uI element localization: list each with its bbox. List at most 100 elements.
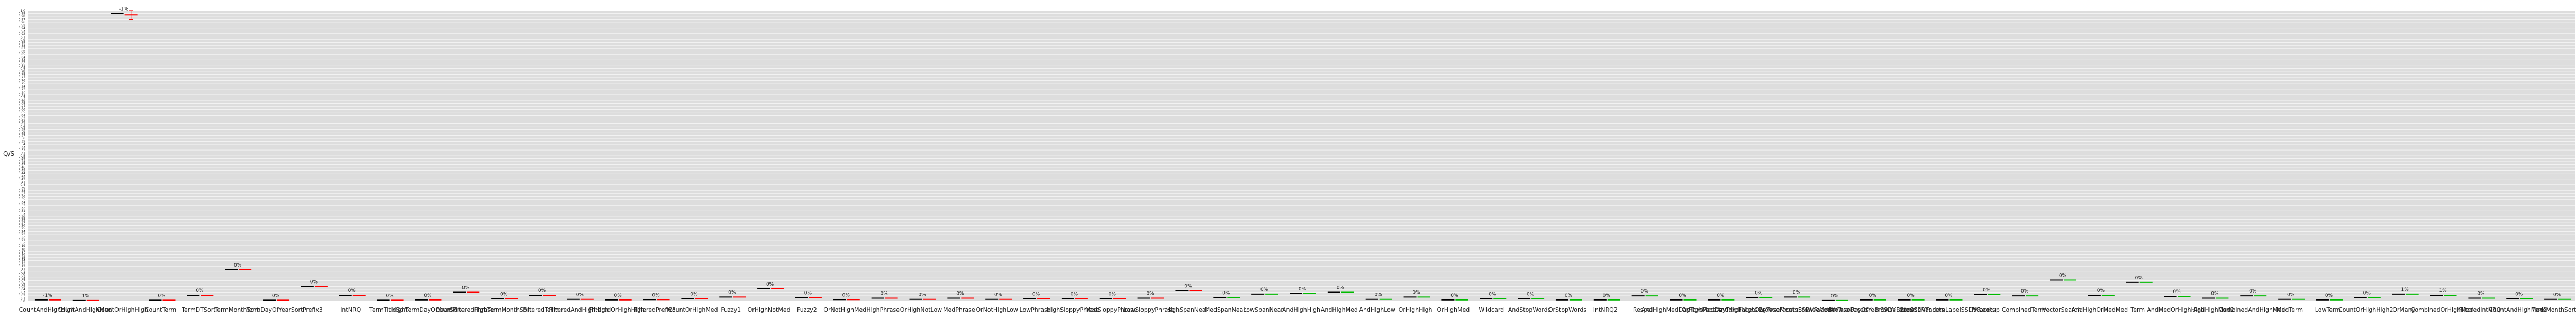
x-tick-label: OrMany (2392, 306, 2415, 313)
y-tick-label: 0.27 (19, 221, 26, 225)
x-tick-label: CombinedTerm (2002, 306, 2046, 313)
change-percent-label: 0% (652, 293, 660, 298)
change-percent-label: 1% (82, 294, 90, 299)
change-percent-label: 0% (1071, 292, 1078, 297)
x-axis-ticks: CountAndHighHighCountAndHighMedCountOrHi… (19, 306, 2576, 313)
x-tick-label: CountAndHighMed (57, 306, 112, 313)
x-tick-label: BrowseMonthSSDVFacets (1758, 306, 1832, 313)
y-tick-label: 0.28 (19, 218, 26, 222)
change-percent-label: 0% (728, 290, 736, 295)
y-tick-label: 0.65 (19, 111, 26, 114)
change-percent-label: 0% (500, 292, 508, 297)
change-percent-label: 0% (690, 292, 698, 297)
change-percent-label: 0% (538, 288, 546, 294)
x-tick-label: VectorSearch (2043, 306, 2081, 313)
y-tick-label: 0.51 (19, 152, 26, 155)
x-tick-label: MedTerm (2276, 306, 2303, 313)
y-tick-label: 0.5 (20, 154, 25, 158)
y-tick-label: 0.19 (19, 244, 26, 248)
y-tick-label: 0.37 (19, 192, 26, 196)
x-tick-label: BrowseRandomLabelSSDVFacets (1900, 306, 1995, 313)
y-tick-label: 0.34 (19, 201, 26, 205)
y-tick-label: 0.3 (20, 213, 25, 216)
y-tick-label: 0.75 (19, 82, 26, 85)
y-tick-label: 0.25 (19, 227, 26, 231)
x-tick-label: AndHighMedDayTaxoFacets (1641, 306, 1721, 313)
y-tick-label: 0.68 (19, 102, 26, 105)
x-tick-label: HighSpanNear (1166, 306, 1209, 313)
y-tick-label: 0.56 (19, 137, 26, 140)
change-percent-label: 0% (1184, 284, 1192, 289)
y-tick-label: 0.41 (19, 180, 26, 184)
change-percent-label: 0% (1109, 292, 1117, 297)
change-percent-label: 0% (1450, 293, 1458, 298)
x-tick-label: TermMonthSort2 (2532, 306, 2576, 313)
y-tick-label: 0.85 (19, 52, 26, 56)
change-percent-label: 0% (1983, 288, 1991, 293)
change-percent-label: 0% (1945, 293, 1953, 298)
x-tick-label: CombinedAndHighMed (2218, 306, 2285, 313)
y-tick-label: 0.78 (19, 73, 26, 77)
y-tick-label: 0.14 (19, 259, 26, 262)
y-tick-label: 0.0 (20, 299, 25, 303)
y-tick-label: 0.01 (19, 297, 26, 301)
x-tick-label: IntNRQ (340, 306, 361, 313)
x-tick-label: CountTerm (145, 306, 176, 313)
y-tick-label: 0.92 (19, 32, 26, 36)
change-percent-label: 0% (1641, 289, 1649, 294)
change-percent-label: 0% (1337, 286, 1345, 291)
y-tick-label: 0.43 (19, 174, 26, 178)
change-percent-label: 0% (386, 293, 394, 298)
y-tick-label: 0.88 (19, 44, 26, 48)
y-tick-label: 0.55 (19, 140, 26, 144)
change-percent-label: 0% (1565, 293, 1573, 298)
y-tick-label: 0.2 (20, 241, 25, 245)
change-percent-label: 0% (1032, 292, 1040, 297)
y-tick-label: 0.79 (19, 70, 26, 74)
x-tick-label: TermTitleSort (369, 306, 408, 313)
x-tick-label: AndStopWords (1508, 306, 1551, 313)
y-tick-label: 0.57 (19, 134, 26, 138)
change-percent-label: 0% (576, 293, 584, 298)
x-tick-label: HighSloppyPhrase (1047, 306, 1100, 313)
x-tick-label: Prefix3 (303, 306, 323, 313)
x-tick-label: OrHighMed (1437, 306, 1470, 313)
change-percent-label: -1% (43, 293, 52, 298)
change-percent-label: 0% (1717, 293, 1725, 298)
y-tick-label: 0.07 (19, 279, 26, 283)
y-tick-label: 0.8 (20, 67, 25, 71)
change-percent-label: 0% (1412, 290, 1420, 295)
y-tick-label: 0.59 (19, 128, 26, 132)
y-tick-label: 0.93 (19, 29, 26, 33)
x-tick-label: OrHighHigh (1399, 306, 1432, 313)
y-tick-label: 0.45 (19, 169, 26, 172)
y-tick-label: 0.32 (19, 207, 26, 210)
y-tick-label: 0.76 (19, 79, 26, 83)
change-percent-label: 0% (804, 290, 812, 296)
y-tick-label: 0.74 (19, 84, 26, 88)
y-tick-label: 0.02 (19, 294, 26, 297)
x-tick-label: Fuzzy2 (797, 306, 817, 313)
change-percent-label: 1% (2401, 287, 2409, 293)
x-tick-label: AndHighOrMedMed (2072, 306, 2128, 313)
y-tick-label: 0.18 (19, 247, 26, 251)
x-tick-label: HighTermMonthSort (474, 306, 532, 313)
x-tick-label: OrHighNotLow (900, 306, 942, 313)
y-tick-label: 0.23 (19, 233, 26, 236)
y-tick-label: 0.54 (19, 143, 26, 146)
change-percent-label: 0% (2553, 293, 2561, 298)
change-percent-label: 0% (2325, 293, 2333, 298)
y-tick-label: 0.67 (19, 105, 26, 109)
y-tick-label: 0.29 (19, 215, 26, 219)
x-tick-label: Term (2130, 306, 2145, 313)
y-tick-label: 0.12 (19, 264, 26, 268)
y-tick-label: 0.38 (19, 189, 26, 193)
change-percent-label: 0% (2249, 289, 2257, 294)
y-tick-label: 0.63 (19, 117, 26, 120)
x-tick-label: CombinedOrHighMed (2411, 306, 2473, 313)
x-tick-label: AndHighMed2 (2193, 306, 2234, 313)
x-tick-label: AndHighMed (1321, 306, 1358, 313)
change-percent-label: 0% (272, 293, 280, 298)
change-percent-label: 0% (1527, 292, 1535, 297)
